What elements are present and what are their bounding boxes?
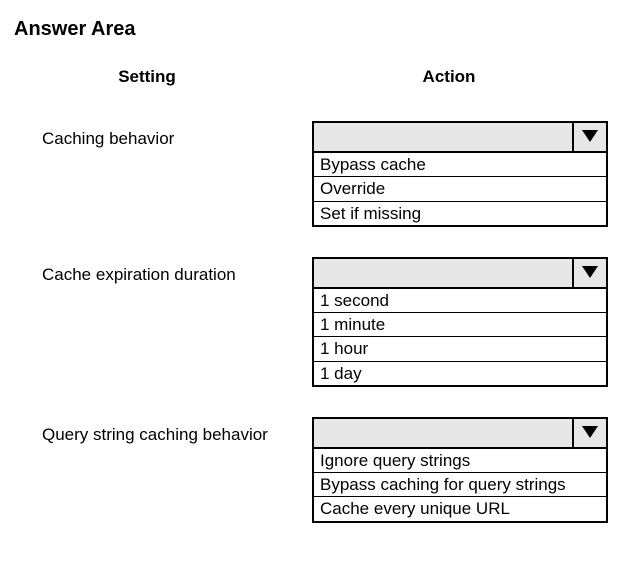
control-cache-expiration: 1 second 1 minute 1 hour 1 day xyxy=(312,257,608,387)
setting-label-caching-behavior: Caching behavior xyxy=(12,121,312,149)
option-item[interactable]: Cache every unique URL xyxy=(314,497,606,520)
option-item[interactable]: Ignore query strings xyxy=(314,449,606,473)
dropdown-cache-expiration[interactable] xyxy=(312,257,608,289)
header-setting: Setting xyxy=(12,67,282,87)
option-item[interactable]: 1 minute xyxy=(314,313,606,337)
dropdown-value xyxy=(314,259,572,287)
option-item[interactable]: 1 hour xyxy=(314,337,606,361)
option-item[interactable]: Bypass caching for query strings xyxy=(314,473,606,497)
options-list: Bypass cache Override Set if missing xyxy=(312,153,608,227)
chevron-down-icon xyxy=(572,123,606,151)
dropdown-value xyxy=(314,123,572,151)
header-action: Action xyxy=(282,67,616,87)
dropdown-query-string[interactable] xyxy=(312,417,608,449)
option-item[interactable]: 1 day xyxy=(314,362,606,385)
option-item[interactable]: Override xyxy=(314,177,606,201)
option-item[interactable]: Bypass cache xyxy=(314,153,606,177)
setting-row: Cache expiration duration 1 second 1 min… xyxy=(12,257,616,387)
setting-row: Caching behavior Bypass cache Override S… xyxy=(12,121,616,227)
setting-row: Query string caching behavior Ignore que… xyxy=(12,417,616,523)
dropdown-caching-behavior[interactable] xyxy=(312,121,608,153)
page-title: Answer Area xyxy=(14,18,616,41)
chevron-down-icon xyxy=(572,419,606,447)
control-query-string: Ignore query strings Bypass caching for … xyxy=(312,417,608,523)
columns-header: Setting Action xyxy=(12,67,616,87)
option-item[interactable]: Set if missing xyxy=(314,202,606,225)
option-item[interactable]: 1 second xyxy=(314,289,606,313)
control-caching-behavior: Bypass cache Override Set if missing xyxy=(312,121,608,227)
setting-label-cache-expiration: Cache expiration duration xyxy=(12,257,312,285)
options-list: 1 second 1 minute 1 hour 1 day xyxy=(312,289,608,387)
setting-label-query-string: Query string caching behavior xyxy=(12,417,312,445)
options-list: Ignore query strings Bypass caching for … xyxy=(312,449,608,523)
chevron-down-icon xyxy=(572,259,606,287)
dropdown-value xyxy=(314,419,572,447)
